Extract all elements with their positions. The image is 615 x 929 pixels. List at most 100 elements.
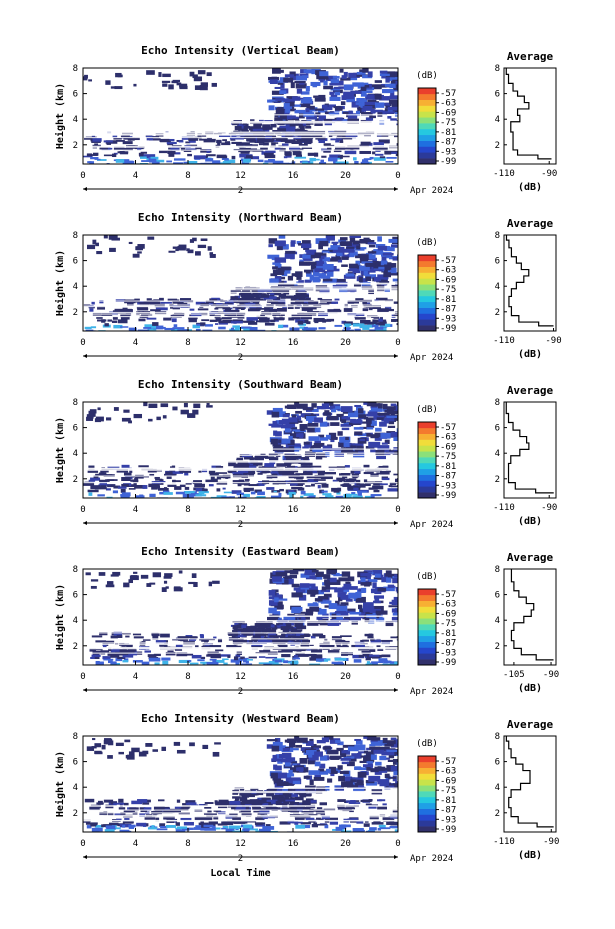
echo-cell	[197, 308, 209, 311]
echo-cell	[161, 587, 167, 592]
echo-cell	[350, 470, 355, 474]
echo-cell	[327, 309, 338, 314]
echo-cell	[329, 268, 340, 272]
x-tick-label: 4	[133, 338, 138, 348]
echo-cell	[285, 250, 296, 254]
echo-cell	[295, 154, 302, 158]
echo-gap	[83, 460, 398, 462]
echo-cell	[326, 318, 335, 322]
echo-cell	[336, 278, 346, 284]
echo-cell	[235, 807, 246, 811]
average-title: Average	[507, 50, 554, 63]
echo-cell	[250, 787, 259, 790]
echo-cell	[242, 158, 251, 163]
echo-cell	[328, 104, 337, 108]
colorbar-segment	[418, 319, 436, 326]
colorbar-frame	[417, 421, 437, 499]
echo-cell	[374, 573, 381, 578]
echo-cell	[116, 635, 123, 638]
echo-cell	[335, 406, 341, 410]
echo-cell	[90, 656, 95, 660]
echo-cell	[279, 624, 287, 627]
echo-cell	[397, 610, 398, 613]
echo-cell	[347, 300, 355, 304]
average-frame	[503, 401, 557, 499]
echo-cell	[244, 293, 251, 298]
echo-cell	[128, 420, 132, 424]
echo-cell	[146, 157, 151, 161]
echo-cell	[238, 298, 246, 302]
echo-cell	[282, 747, 290, 752]
echo-cell	[187, 249, 194, 254]
colorbar-segment	[418, 140, 436, 147]
echo-cell	[128, 579, 133, 584]
echo-cell	[295, 83, 307, 89]
echo-cell	[233, 656, 239, 661]
echo-cell	[269, 293, 275, 297]
echo-cell	[272, 68, 281, 74]
colorbar-segment	[418, 105, 436, 112]
echo-cell	[374, 153, 384, 156]
echo-cell	[291, 583, 300, 588]
echo-cell	[352, 495, 360, 498]
echo-cell	[201, 488, 207, 491]
colorbar-segment	[418, 325, 436, 332]
echo-cell	[132, 480, 139, 483]
echo-cell	[89, 409, 97, 414]
echo-cell	[288, 417, 298, 423]
echo-cell	[397, 487, 398, 491]
echo-cell	[294, 736, 300, 742]
echo-cell	[115, 742, 124, 747]
echo-cell	[152, 572, 162, 578]
echo-cell	[286, 457, 296, 462]
echo-cell	[176, 749, 186, 754]
echo-cell	[372, 582, 377, 589]
echo-cell	[203, 804, 208, 807]
echo-cell	[341, 761, 350, 765]
echo-cell	[176, 799, 181, 803]
colorbar-segment	[418, 802, 436, 809]
echo-cell	[90, 477, 101, 481]
echo-cell	[88, 479, 96, 482]
echo-cell	[199, 638, 205, 641]
colorbar-segment	[418, 773, 436, 780]
echo-cell	[175, 491, 185, 495]
echo-cell	[323, 746, 331, 750]
echo-cell	[295, 473, 304, 476]
echo-cell	[151, 326, 156, 329]
echo-cell	[361, 159, 369, 163]
echo-cell	[377, 236, 382, 242]
echo-cell	[379, 799, 386, 802]
echo-cell	[277, 162, 289, 164]
echo-cell	[333, 615, 343, 620]
echo-cell	[189, 71, 195, 77]
colorbar-tick-label: -57	[440, 590, 456, 600]
echo-cell	[257, 625, 267, 629]
echo-cell	[200, 238, 208, 242]
echo-cell	[302, 161, 308, 164]
echo-cell	[121, 477, 131, 482]
echo-cell	[275, 572, 288, 577]
echo-cell	[262, 826, 275, 830]
echo-cell	[229, 496, 235, 498]
echo-cell	[397, 829, 398, 832]
echo-cell	[340, 77, 351, 81]
echo-cell	[187, 153, 192, 157]
echo-cell	[172, 406, 178, 411]
panel-title: Echo Intensity (Southward Beam)	[138, 378, 343, 391]
echo-cell	[252, 291, 262, 296]
echo-cell	[377, 403, 383, 409]
echo-cell	[280, 244, 289, 250]
echo-cell	[342, 476, 348, 479]
echo-cell	[268, 596, 274, 600]
echo-cell	[271, 626, 278, 630]
echo-cell	[167, 484, 177, 487]
echo-cell	[390, 90, 395, 96]
echo-gap	[83, 114, 398, 116]
echo-cell	[272, 269, 285, 276]
echo-gap	[83, 313, 398, 315]
echo-cell	[328, 817, 339, 821]
echo-cell	[266, 410, 276, 415]
echo-cell	[267, 624, 275, 628]
echo-cell	[397, 404, 398, 410]
